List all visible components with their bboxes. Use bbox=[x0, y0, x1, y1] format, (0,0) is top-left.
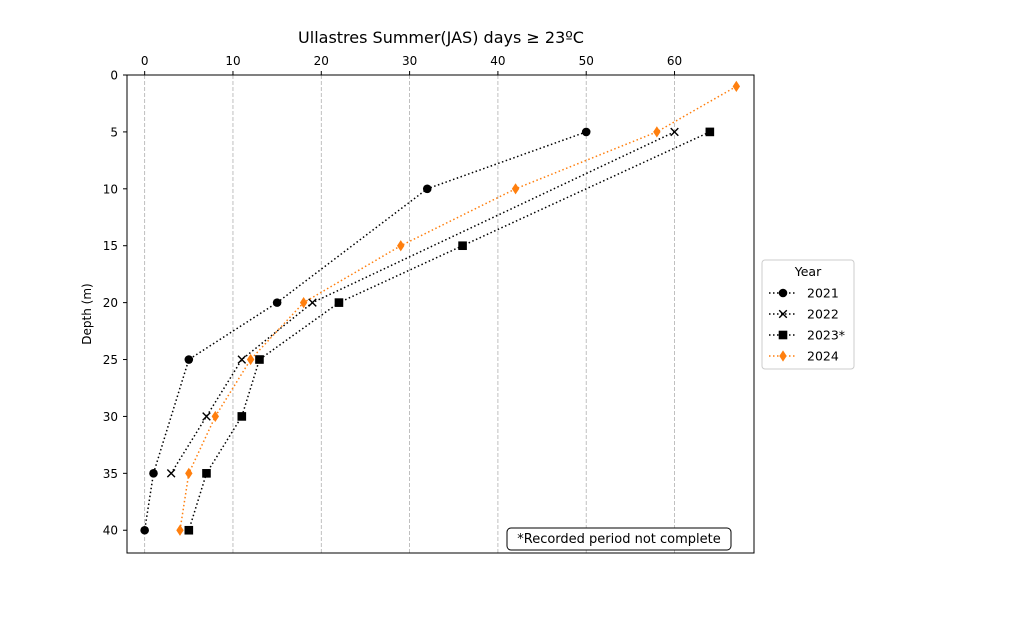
y-tick-label: 0 bbox=[110, 69, 118, 83]
data-point bbox=[422, 184, 432, 194]
series-line bbox=[170, 131, 675, 474]
plot-frame bbox=[126, 74, 755, 554]
annotation-box: *Recorded period not complete bbox=[506, 527, 732, 551]
legend-label: 2024 bbox=[807, 349, 839, 364]
x-tick-label: 20 bbox=[314, 54, 329, 68]
x-tick-label: 40 bbox=[490, 54, 505, 68]
x-tick-label: 50 bbox=[579, 54, 594, 68]
annotation-text: *Recorded period not complete bbox=[517, 532, 721, 547]
data-point bbox=[458, 241, 467, 251]
legend-marker bbox=[779, 350, 787, 362]
legend-title: Year bbox=[794, 264, 822, 279]
data-point bbox=[670, 127, 679, 137]
data-point bbox=[185, 467, 193, 479]
data-point bbox=[149, 469, 158, 478]
x-tick-label: 60 bbox=[667, 54, 682, 68]
y-tick-label: 10 bbox=[103, 182, 118, 196]
y-tick-label: 40 bbox=[103, 524, 118, 538]
series-line bbox=[179, 85, 737, 531]
series-line bbox=[188, 131, 711, 531]
y-tick-label: 30 bbox=[103, 410, 118, 424]
data-point bbox=[140, 525, 149, 535]
chart-title: Ullastres Summer(JAS) days ≥ 23ºC bbox=[298, 28, 584, 47]
legend-entry: 2024 bbox=[769, 349, 839, 364]
data-point bbox=[334, 298, 344, 307]
y-tick-label: 20 bbox=[103, 296, 118, 310]
y-tick-label: 5 bbox=[110, 125, 118, 139]
data-point bbox=[299, 297, 308, 309]
data-point bbox=[272, 298, 282, 307]
series-layer bbox=[140, 80, 741, 536]
data-point bbox=[202, 469, 211, 478]
data-point bbox=[184, 525, 194, 535]
data-point bbox=[255, 355, 264, 364]
y-tick-label: 15 bbox=[103, 239, 118, 253]
series-2021 bbox=[140, 127, 591, 535]
data-point bbox=[202, 412, 211, 421]
data-point bbox=[237, 355, 247, 364]
legend-label: 2023* bbox=[807, 328, 845, 343]
legend-entry: 2021 bbox=[769, 286, 839, 301]
data-point bbox=[184, 355, 194, 364]
legend-entry: 2023* bbox=[769, 328, 845, 343]
legend-label: 2021 bbox=[807, 286, 839, 301]
series-2024 bbox=[176, 80, 741, 536]
grid-lines bbox=[144, 75, 675, 553]
x-tick-label: 30 bbox=[402, 54, 417, 68]
legend-marker bbox=[778, 309, 788, 319]
data-point bbox=[246, 353, 255, 366]
series-line bbox=[143, 131, 587, 531]
x-tick-label: 0 bbox=[141, 54, 149, 68]
data-point bbox=[308, 298, 317, 307]
data-point bbox=[211, 410, 220, 423]
legend-label: 2022 bbox=[807, 307, 839, 322]
data-point bbox=[237, 412, 247, 421]
legend: Year 2021 2022 2023* 2024 bbox=[761, 259, 855, 370]
data-point bbox=[511, 183, 520, 195]
data-point bbox=[581, 127, 591, 137]
data-point bbox=[166, 469, 176, 478]
y-axis-title: Depth (m) bbox=[80, 283, 94, 344]
legend-marker bbox=[778, 330, 788, 340]
legend-entry: 2022 bbox=[769, 307, 839, 322]
data-point bbox=[176, 524, 184, 536]
x-tick-label: 10 bbox=[225, 54, 240, 68]
series-2022 bbox=[166, 127, 679, 478]
data-point bbox=[653, 126, 661, 138]
y-tick-label: 25 bbox=[103, 353, 118, 367]
legend-marker bbox=[778, 288, 788, 298]
series-2023 bbox=[184, 127, 715, 535]
ticks: 0 10 20 30 40 50 60 0 5 10 15 20 25 30 35 40 bbox=[103, 54, 682, 538]
data-point bbox=[705, 127, 715, 137]
data-point bbox=[397, 240, 405, 252]
data-point bbox=[732, 80, 741, 92]
y-tick-label: 35 bbox=[103, 467, 118, 481]
